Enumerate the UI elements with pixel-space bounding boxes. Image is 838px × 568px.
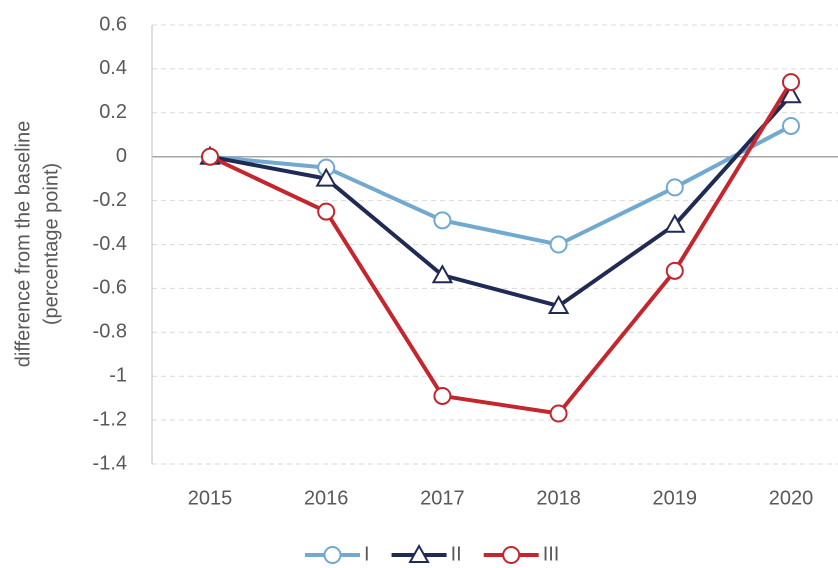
data-point — [664, 213, 686, 233]
data-point — [317, 202, 336, 221]
data-point — [549, 404, 568, 423]
y-axis-title: difference from the baseline (percentage… — [12, 121, 62, 367]
y-tick-label: -0.8 — [93, 321, 127, 343]
y-tick-label: -1.4 — [93, 452, 127, 474]
legend-marker — [408, 543, 430, 563]
x-tick-label: 2017 — [420, 487, 465, 509]
data-point — [665, 178, 684, 197]
y-tick-label: -0.6 — [93, 277, 127, 299]
data-point — [549, 235, 568, 254]
y-axis-title-line: difference from the baseline — [12, 121, 34, 367]
y-tick-label: -1 — [109, 364, 127, 386]
data-point — [782, 116, 800, 135]
y-tick-label: 0.4 — [99, 57, 127, 79]
legend-label: II — [451, 543, 462, 565]
x-tick-label: 2020 — [769, 487, 814, 509]
data-point — [665, 261, 684, 280]
y-tick-label: -1.2 — [93, 408, 127, 430]
data-point — [433, 386, 452, 405]
data-point — [547, 294, 570, 314]
y-tick-label: 0 — [116, 145, 127, 167]
legend-marker — [502, 546, 521, 564]
x-tick-label: 2019 — [653, 487, 698, 509]
y-axis-title-line: (percentage point) — [40, 163, 62, 325]
y-tick-label: -0.2 — [93, 189, 127, 211]
y-tick-label: -0.4 — [93, 233, 127, 255]
y-tick-label: 0.6 — [99, 13, 127, 35]
series-line — [209, 93, 793, 308]
legend-marker — [323, 546, 342, 564]
x-tick-label: 2016 — [304, 487, 349, 509]
data-point — [782, 73, 800, 92]
legend-label: III — [543, 543, 560, 565]
x-tick-label: 2018 — [536, 487, 581, 509]
series-line — [209, 81, 793, 416]
x-tick-label: 2015 — [188, 487, 233, 509]
series-line — [209, 124, 792, 247]
legend-label: I — [364, 543, 370, 565]
data-point — [780, 84, 802, 104]
y-tick-label: 0.2 — [99, 101, 127, 123]
data-point — [431, 264, 454, 284]
data-point — [201, 147, 219, 166]
data-point — [433, 211, 452, 230]
data-point — [315, 167, 337, 187]
